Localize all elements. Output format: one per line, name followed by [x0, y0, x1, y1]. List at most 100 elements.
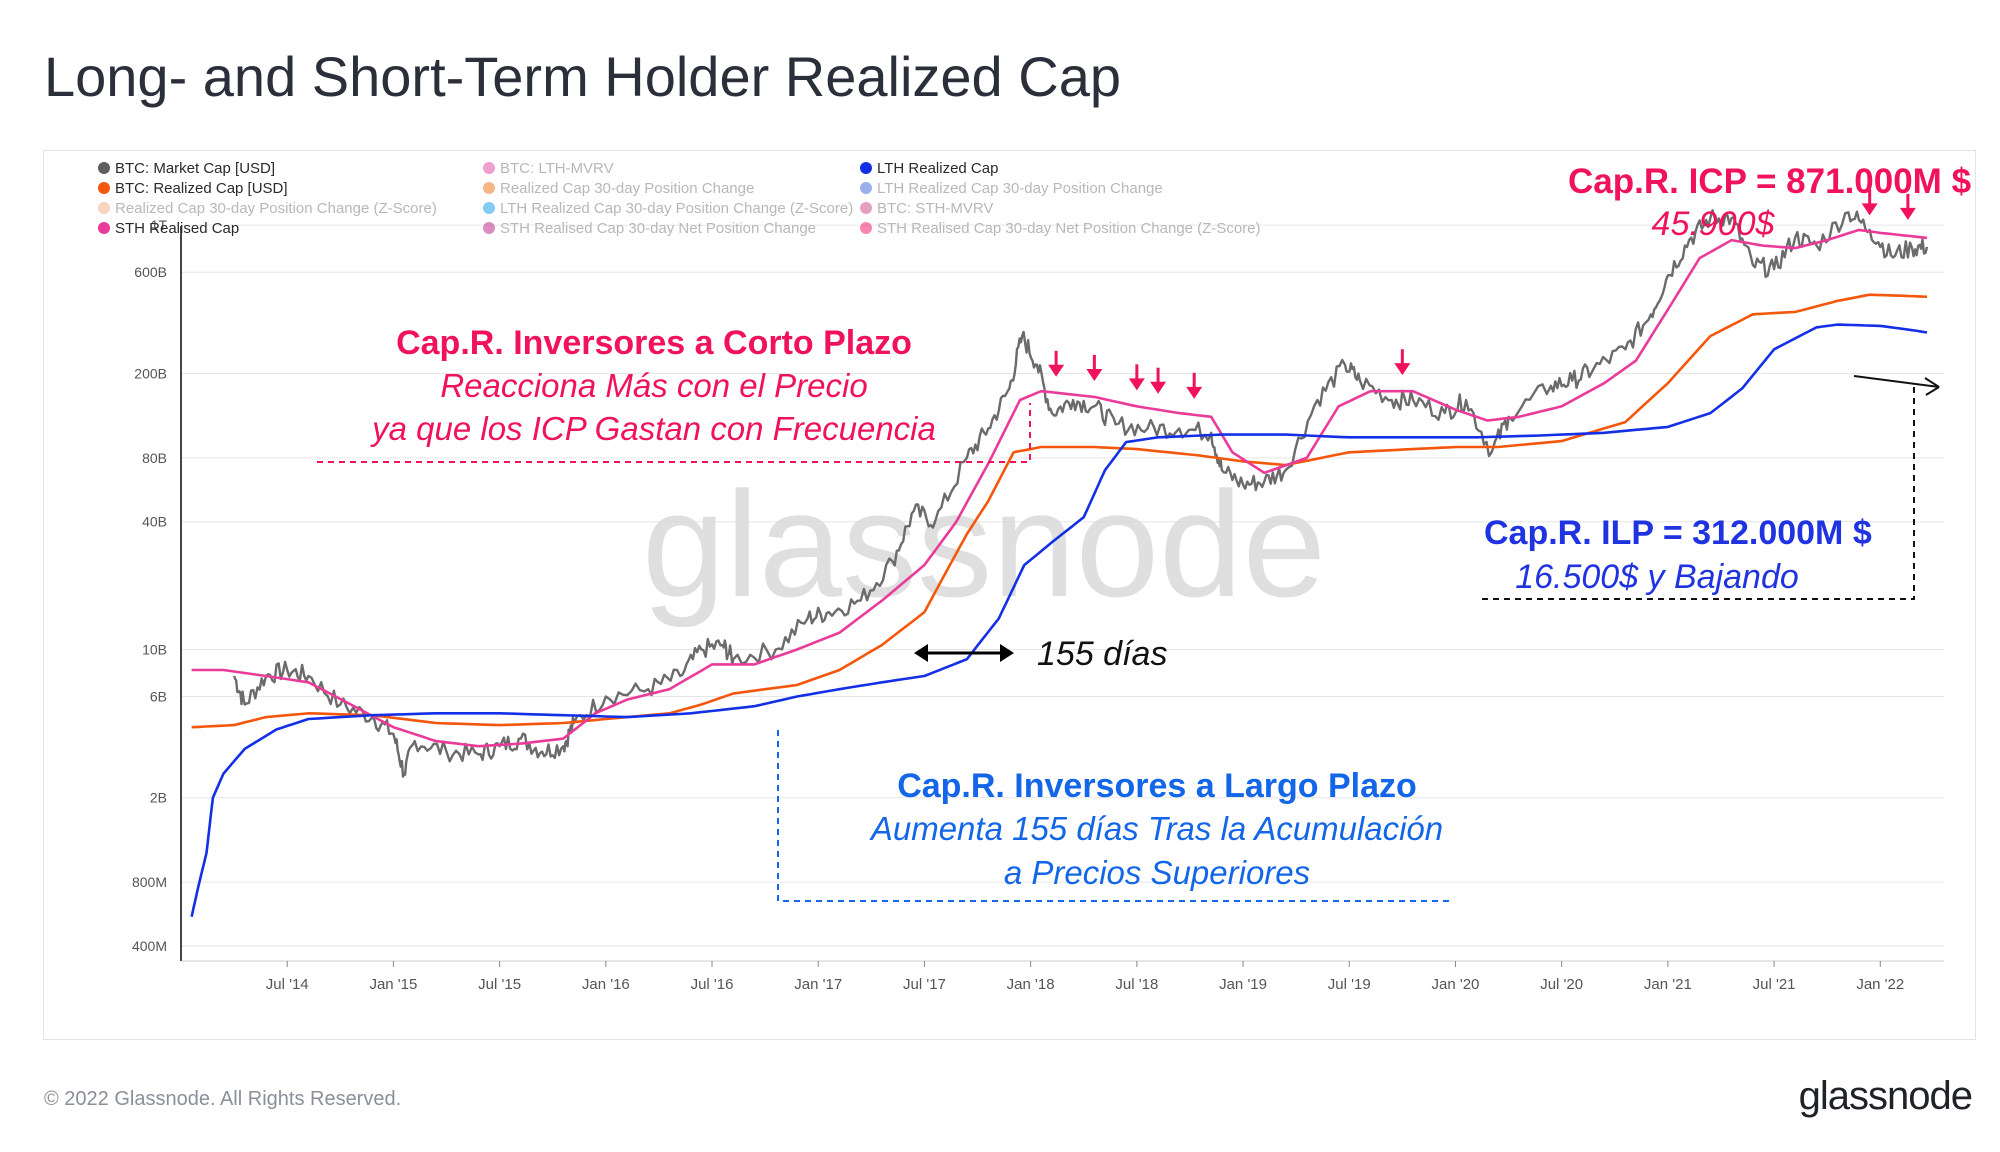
x-tick-label: Jul '21 [1753, 976, 1796, 993]
series-line-lth [190, 323, 1928, 917]
y-tick-label: 200B [134, 365, 167, 381]
legend-swatch [98, 202, 110, 214]
sell-marker-arrow-icon [1899, 193, 1916, 220]
y-tick-label: 40B [142, 514, 167, 530]
legend-swatch [860, 162, 872, 174]
lt-annotation-line2: a Precios Superiores [1004, 854, 1310, 891]
sell-marker-arrow-icon [1861, 189, 1878, 216]
legend-swatch [483, 202, 495, 214]
sell-marker-head [1861, 203, 1878, 216]
y-tick-label: 800M [132, 874, 167, 890]
legend-item[interactable]: Realized Cap 30-day Position Change [483, 180, 754, 197]
y-tick-label: 10B [142, 641, 167, 657]
legend-swatch [98, 182, 110, 194]
y-tick-label: 2B [150, 790, 167, 806]
x-tick-label: Jan '17 [794, 976, 842, 993]
legend-item[interactable]: BTC: Market Cap [USD] [98, 160, 275, 177]
lag-label: 155 días [1037, 635, 1167, 673]
legend-item[interactable]: LTH Realized Cap 30-day Position Change [860, 180, 1163, 197]
legend-swatch [483, 222, 495, 234]
x-axis-ticks: Jul '14 Jan '15 Jul '15 Jan '16 Jul '16 Jan '… [266, 961, 1904, 993]
sth-annotation-line2: ya que los ICP Gastan con Frecuencia [370, 410, 936, 447]
lag-double-arrow [914, 644, 1014, 662]
y-tick-label: 80B [142, 450, 167, 466]
legend-label: BTC: Market Cap [USD] [115, 160, 275, 177]
y-tick-label: 6B [150, 689, 167, 705]
x-tick-label: Jul '14 [266, 976, 309, 993]
legend-swatch [98, 222, 110, 234]
icp-value-label: Cap.R. ICP = 871.000M $ [1568, 162, 1971, 201]
y-tick-label: 1T [151, 217, 168, 233]
legend-label: Realized Cap 30-day Position Change [500, 180, 754, 197]
legend-item[interactable]: STH Realised Cap 30-day Net Position Cha… [483, 220, 816, 237]
x-tick-label: Jul '20 [1540, 976, 1583, 993]
sell-marker-head [1128, 378, 1145, 391]
annotations: Cap.R. Inversores a Corto Plazo Reaccion… [317, 162, 1971, 902]
legend-label: Realized Cap 30-day Position Change (Z-S… [115, 200, 437, 217]
x-tick-label: Jan '22 [1856, 976, 1904, 993]
legend-swatch [860, 202, 872, 214]
legend-item[interactable]: STH Realised Cap [98, 220, 239, 237]
lt-annotation-title: Cap.R. Inversores a Largo Plazo [897, 767, 1417, 805]
legend-item[interactable]: BTC: LTH-MVRV [483, 160, 614, 177]
sth-annotation-dashed-bracket [317, 403, 1031, 463]
legend-label: BTC: STH-MVRV [877, 200, 993, 217]
page-title: Long- and Short-Term Holder Realized Cap [44, 45, 1121, 108]
sell-marker-head [1086, 368, 1103, 381]
x-tick-label: Jan '15 [369, 976, 417, 993]
y-axis-ticks: 1T 600B 200B 80B 40B 10B 6B 2B 800M 400M [132, 217, 167, 954]
x-tick-label: Jan '19 [1219, 976, 1267, 993]
legend-item[interactable]: Realized Cap 30-day Position Change (Z-S… [98, 200, 437, 217]
ilp-downtrend-arrow [1853, 375, 1940, 396]
legend-label: BTC: LTH-MVRV [500, 160, 614, 177]
watermark: glassnode [642, 460, 1326, 628]
sell-marker-arrow-icon [1186, 372, 1203, 399]
legend-swatch [483, 162, 495, 174]
footer-logo[interactable]: glassnode [1798, 1074, 1973, 1118]
legend-swatch [98, 162, 110, 174]
grid [181, 224, 1944, 962]
chart: glassnode 1T 600B 200B 80B 40B 10B 6B 2B 800M 400… [98, 160, 1971, 993]
x-tick-label: Jan '21 [1644, 976, 1692, 993]
legend-label: LTH Realized Cap 30-day Position Change [877, 180, 1163, 197]
x-tick-label: Jan '16 [582, 976, 630, 993]
legend-label: STH Realised Cap 30-day Net Position Cha… [877, 220, 1261, 237]
legend-label: BTC: Realized Cap [USD] [115, 180, 288, 197]
sell-marker-arrow-icon [1150, 367, 1167, 394]
sell-marker-head [1394, 363, 1411, 376]
sell-marker-head [1186, 386, 1203, 399]
sell-markers [1048, 189, 1916, 399]
ilp-price-label: 16.500$ y Bajando [1515, 558, 1799, 596]
series-layer [190, 209, 1929, 917]
lt-annotation-dashed-bracket [777, 730, 1452, 902]
legend-item[interactable]: LTH Realized Cap [860, 160, 998, 177]
icp-price-label: 45.900$ [1652, 205, 1776, 243]
sell-marker-head [1150, 381, 1167, 394]
series-line-realized-cap [191, 293, 1928, 729]
y-tick-label: 400M [132, 938, 167, 954]
x-tick-label: Jul '16 [691, 976, 734, 993]
ilp-value-label: Cap.R. ILP = 312.000M $ [1484, 514, 1872, 552]
x-tick-label: Jan '20 [1432, 976, 1480, 993]
legend-label: LTH Realized Cap 30-day Position Change … [500, 200, 853, 217]
sth-annotation-title: Cap.R. Inversores a Corto Plazo [396, 324, 912, 362]
legend-item[interactable]: STH Realised Cap 30-day Net Position Cha… [860, 220, 1261, 237]
x-tick-label: Jan '18 [1007, 976, 1055, 993]
chart-frame: glassnode 1T 600B 200B 80B 40B 10B 6B 2B 800M 400… [43, 150, 1976, 1040]
sth-annotation-line1: Reacciona Más con el Precio [440, 367, 867, 404]
legend[interactable]: BTC: Market Cap [USD] BTC: Realized Cap [… [98, 160, 1261, 237]
x-tick-label: Jul '15 [478, 976, 521, 993]
x-tick-label: Jul '19 [1328, 976, 1371, 993]
ilp-dashed-bracket [1482, 383, 1915, 600]
x-tick-label: Jul '17 [903, 976, 946, 993]
footer-copyright: © 2022 Glassnode. All Rights Reserved. [44, 1088, 402, 1110]
legend-label: STH Realised Cap 30-day Net Position Cha… [500, 220, 816, 237]
legend-swatch [860, 222, 872, 234]
y-tick-label: 600B [134, 264, 167, 280]
legend-label: LTH Realized Cap [877, 160, 998, 177]
legend-item[interactable]: BTC: Realized Cap [USD] [98, 180, 288, 197]
legend-item[interactable]: BTC: STH-MVRV [860, 200, 993, 217]
legend-item[interactable]: LTH Realized Cap 30-day Position Change … [483, 200, 853, 217]
series-line-sth [191, 228, 1928, 748]
legend-label: STH Realised Cap [115, 220, 239, 237]
